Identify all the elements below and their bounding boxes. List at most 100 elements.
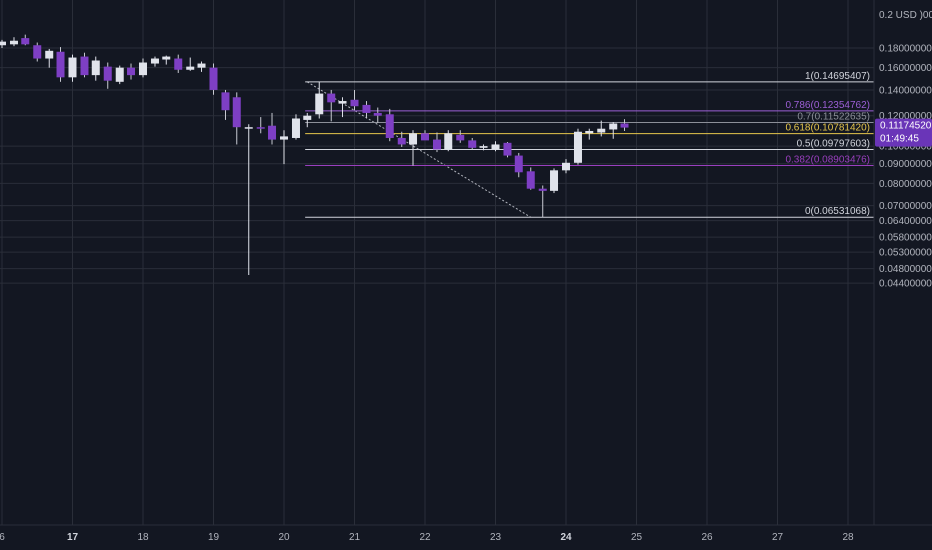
candle-down: [103, 62, 112, 89]
candle-body: [197, 63, 206, 68]
price-tick-label: 0.16000000: [879, 63, 932, 74]
candlestick-series: [0, 34, 629, 276]
candle-up: [186, 57, 195, 71]
candle-down: [538, 185, 547, 218]
time-tick-label: 23: [490, 532, 502, 543]
candle-body: [303, 115, 312, 120]
candle-down: [80, 52, 89, 78]
candle-body: [468, 140, 477, 148]
price-axis[interactable]: 0.2 USD )00 0.18000000 0.16000000 0.140000…: [879, 10, 932, 290]
price-tick-label: 0.10000000: [879, 142, 932, 153]
candle-up: [244, 124, 253, 276]
time-tick-label: 28: [842, 532, 854, 543]
candle-up: [280, 130, 288, 165]
candle-down: [468, 137, 477, 150]
candle-down: [350, 89, 359, 111]
chart-grid: [0, 0, 874, 525]
candle-body: [421, 133, 429, 141]
fib-trend-line: [307, 81, 532, 218]
candle-body: [244, 127, 253, 129]
candle-up: [562, 159, 570, 174]
candle-down: [127, 63, 136, 80]
candle-body: [162, 56, 171, 60]
candle-up: [315, 81, 324, 119]
candle-body: [68, 57, 77, 78]
candle-down: [256, 117, 265, 134]
candle-down: [33, 42, 42, 62]
candle-body: [91, 60, 100, 76]
candle-body: [0, 41, 6, 46]
candle-body: [315, 93, 324, 115]
candle-down: [362, 101, 371, 119]
candle-body: [268, 125, 277, 140]
candle-up: [609, 122, 618, 139]
time-tick-label: 24: [560, 532, 572, 543]
candle-down: [432, 132, 441, 153]
current-price-value: 0.11174520: [880, 121, 932, 132]
price-tick-label: 0.09000000: [879, 159, 932, 170]
candle-body: [562, 162, 570, 171]
fibonacci-retracement[interactable]: 1(0.14695407) 0.786(0.12354762)0.7(0.1152…: [305, 71, 874, 218]
candle-body: [514, 155, 523, 173]
time-tick-label: 22: [419, 532, 431, 543]
candle-up: [597, 120, 606, 137]
candle-up: [0, 39, 6, 48]
candle-down: [456, 130, 465, 143]
fib-level-label: 0(0.06531068): [805, 206, 870, 217]
time-tick-label: 26: [701, 532, 713, 543]
price-tick-label: 0.05300000: [879, 248, 932, 259]
candle-down: [397, 131, 406, 147]
candle-body: [327, 93, 336, 103]
candle-down: [268, 112, 277, 145]
candle-body: [550, 170, 559, 191]
currency-label: 0.2 USD )00: [879, 10, 932, 21]
candle-up: [45, 48, 54, 68]
candle-down: [232, 92, 241, 145]
candle-down: [221, 89, 230, 120]
time-tick-label: 19: [208, 532, 220, 543]
candle-body: [526, 171, 535, 189]
candle-up: [91, 56, 100, 81]
candle-body: [45, 50, 54, 59]
candle-down: [514, 152, 523, 178]
time-tick-label: 20: [278, 532, 290, 543]
current-price-countdown: 01:49:45: [880, 134, 919, 145]
current-price-label: 0.11174520 01:49:45: [875, 118, 932, 147]
candle-body: [397, 137, 406, 145]
candle-down: [503, 142, 512, 158]
candle-up: [479, 144, 488, 151]
fib-level-label: 1(0.14695407): [805, 71, 870, 82]
candle-body: [232, 97, 241, 128]
candle-body: [280, 136, 288, 140]
candle-up: [291, 114, 300, 140]
time-tick-label: 27: [772, 532, 784, 543]
fib-level-label: 0.7(0.11522635): [797, 111, 870, 122]
candle-body: [432, 139, 441, 150]
candle-body: [479, 146, 488, 148]
time-tick-label: 21: [349, 532, 361, 543]
price-tick-label: 0.04800000: [879, 264, 932, 275]
price-tick-label: 0.14000000: [879, 85, 932, 96]
candle-down: [620, 119, 629, 131]
candle-up: [303, 112, 312, 128]
candle-down: [21, 34, 30, 46]
candle-body: [585, 130, 594, 134]
candle-body: [350, 99, 359, 107]
candle-body: [597, 128, 606, 133]
candle-down: [373, 107, 382, 123]
candle-down: [421, 130, 429, 141]
candle-body: [80, 56, 89, 76]
price-tick-label: 0.04400000: [879, 279, 932, 290]
candle-body: [174, 58, 183, 70]
candle-body: [538, 188, 547, 191]
candle-down: [56, 47, 65, 82]
fib-level-label: 0.786(0.12354762): [785, 100, 870, 111]
time-axis[interactable]: 6 17 18 19 20 21 22 23 24 25 26 27 28: [0, 532, 854, 543]
candle-body: [33, 45, 42, 59]
candle-body: [620, 123, 629, 128]
candle-up: [338, 97, 347, 118]
candle-down: [174, 54, 183, 73]
candle-body: [385, 114, 394, 138]
price-tick-label: 0.05800000: [879, 233, 932, 244]
